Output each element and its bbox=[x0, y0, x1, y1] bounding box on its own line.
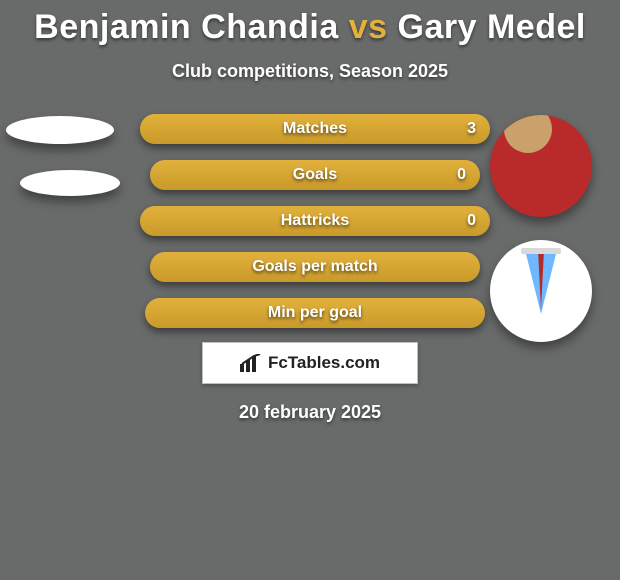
page-title: Benjamin Chandia vs Gary Medel bbox=[0, 0, 620, 47]
club-pennant-bar bbox=[521, 248, 561, 254]
vs-separator: vs bbox=[349, 8, 388, 46]
comparison-stage: Matches 3 Goals 0 Hattricks 0 Goals per match M… bbox=[0, 82, 620, 542]
player1-placeholder-2 bbox=[20, 170, 120, 196]
player2-club-circle bbox=[490, 240, 592, 342]
player1-name: Benjamin Chandia bbox=[34, 8, 339, 46]
stat-pill: Goals 0 bbox=[150, 160, 480, 190]
source-badge: FcTables.com bbox=[202, 342, 418, 384]
stat-value-right: 0 bbox=[457, 166, 466, 184]
player1-placeholder-1 bbox=[6, 116, 114, 144]
stat-pill: Hattricks 0 bbox=[140, 206, 490, 236]
date-text: 20 february 2025 bbox=[0, 402, 620, 423]
stat-pill: Min per goal bbox=[145, 298, 485, 328]
stat-pill: Goals per match bbox=[150, 252, 480, 282]
stat-label: Matches bbox=[283, 120, 347, 138]
fctables-logo: FcTables.com bbox=[240, 353, 380, 373]
stat-label: Hattricks bbox=[281, 212, 349, 230]
stat-label: Goals bbox=[293, 166, 337, 184]
player2-photo-circle bbox=[490, 115, 592, 217]
stat-pill: Matches 3 bbox=[140, 114, 490, 144]
stat-label: Min per goal bbox=[268, 304, 362, 322]
stat-pill-stack: Matches 3 Goals 0 Hattricks 0 Goals per match M… bbox=[140, 114, 490, 344]
stat-value-right: 3 bbox=[467, 120, 476, 138]
bars-icon bbox=[240, 354, 262, 372]
badge-text: FcTables.com bbox=[268, 353, 380, 373]
stat-label: Goals per match bbox=[252, 258, 377, 276]
player2-name: Gary Medel bbox=[398, 8, 586, 46]
club-pennant-stripe bbox=[538, 250, 544, 310]
subtitle: Club competitions, Season 2025 bbox=[0, 61, 620, 82]
stat-value-right: 0 bbox=[467, 212, 476, 230]
